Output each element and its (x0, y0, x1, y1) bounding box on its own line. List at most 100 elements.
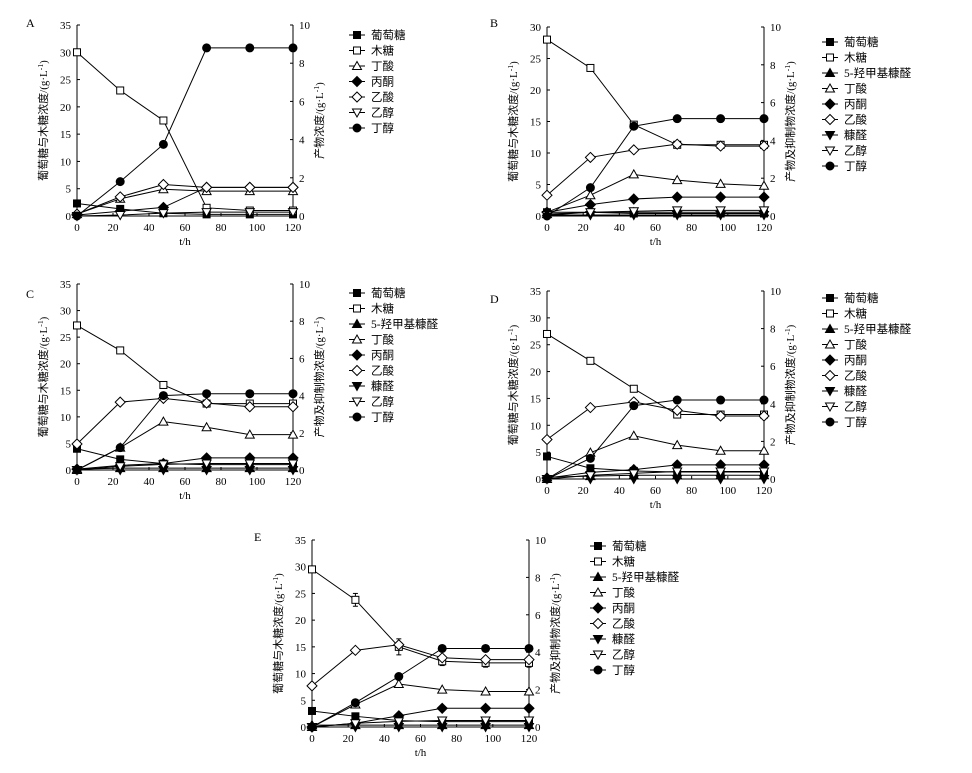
data-point-ethanol (523, 716, 535, 726)
legend-label-xylose: 木糖 (844, 51, 867, 65)
data-point-acetic (287, 401, 299, 413)
data-point-acetone (714, 191, 727, 203)
data-point-xylose (116, 86, 125, 95)
legend-marker-glucose (594, 542, 602, 550)
data-point-ethanol (715, 206, 726, 216)
series-line-acetic (311, 644, 529, 687)
y-right-tick-label: 4 (770, 135, 776, 147)
legend-marker-glucose (826, 294, 834, 302)
y-right-tick-label: 4 (299, 391, 305, 403)
legend-marker-acetic (824, 369, 836, 382)
legend-marker-butanol (352, 123, 362, 133)
x-tick-label: 40 (379, 733, 391, 745)
data-point-butyric (585, 189, 596, 200)
x-tick-label: 80 (686, 485, 698, 497)
x-axis-label: t/h (650, 236, 662, 248)
legend-label-butyric: 丁酸 (612, 586, 635, 600)
y-left-tick-label: 35 (295, 535, 307, 547)
series-line-butanol (76, 393, 293, 471)
chart-panel-a: A0 20 40 60 80 100 120051015202530350246810t/h… (26, 16, 406, 248)
legend-marker-butanol (352, 412, 362, 422)
legend-label-xylose: 木糖 (371, 44, 394, 58)
series-butanol (72, 43, 298, 221)
series-line-acetone (546, 196, 764, 213)
y-axis-label-left: 葡萄糖与木糖浓度/(g·L-1) (506, 61, 520, 182)
data-point-butanol (307, 722, 317, 732)
data-point-butanol (437, 643, 447, 653)
series-line-xylose (546, 333, 764, 416)
legend-marker-xylose (826, 309, 834, 318)
y-left-tick-label: 0 (536, 211, 542, 223)
y-right-tick-label: 10 (770, 286, 782, 298)
y-right-tick-label: 6 (770, 361, 776, 373)
legend-label-furfural: 糠醛 (371, 379, 394, 393)
legend-marker-glucose (826, 38, 834, 46)
series-line-xylose (76, 325, 293, 405)
series-line-acetic (76, 397, 293, 445)
data-point-butyric (758, 445, 770, 455)
data-point-butanol (629, 401, 639, 411)
y-right-tick-label: 2 (535, 685, 541, 697)
data-point-butanol (115, 443, 125, 453)
series-butanol (307, 643, 534, 732)
y-axis-label-right: 产物及抑制物浓度/(g·L-1) (548, 573, 562, 694)
legend-marker-acetone (824, 354, 836, 366)
series-acetic (541, 396, 770, 446)
legend-label-acetic: 乙酸 (844, 113, 867, 127)
legend-marker-acetone (351, 75, 363, 88)
data-point-butyric (287, 429, 299, 439)
legend-label-butyric: 丁酸 (371, 59, 394, 73)
legend-marker-glucose (353, 289, 361, 297)
data-point-acetic (200, 397, 213, 409)
data-point-butanol (158, 391, 168, 401)
x-tick-label: 100 (720, 222, 737, 234)
data-point-butanol (759, 114, 769, 124)
y-right-tick-label: 10 (770, 22, 782, 34)
legend-marker-acetic (824, 113, 836, 126)
y-axis-label-right: 产物浓度/(g·L-1) (312, 82, 326, 159)
y-right-tick-label: 8 (770, 60, 776, 72)
x-tick-label: 80 (216, 222, 228, 234)
y-left-tick-label: 20 (530, 85, 542, 97)
y-left-tick-label: 10 (530, 420, 542, 432)
data-point-acetic (671, 138, 683, 150)
y-left-tick-label: 10 (530, 148, 542, 160)
series-xylose (73, 48, 297, 215)
y-left-tick-label: 0 (66, 211, 72, 223)
data-point-ethanol (758, 206, 770, 216)
chart-panel-e: E0 20 40 60 80 100 120051015202530350246810t/h… (254, 530, 680, 759)
data-point-butanol (245, 43, 255, 53)
data-point-ethanol (628, 469, 640, 479)
series-line-ethanol (76, 211, 293, 217)
legend-marker-ethanol (592, 650, 604, 661)
legend-marker-acetone (824, 98, 836, 110)
y-axis-label-right: 产物及抑制物浓度/(g·L-1) (783, 324, 797, 445)
legend-label-hmf: 5-羟甲基糠醛 (371, 317, 439, 331)
data-point-butanol (245, 389, 255, 399)
data-point-butanol (716, 114, 726, 124)
legend-label-ethanol: 乙醇 (371, 395, 394, 409)
legend-label-acetone: 丙酮 (612, 602, 635, 615)
series-line-xylose (546, 39, 764, 146)
x-tick-label: 120 (756, 222, 773, 234)
data-point-ethanol (287, 208, 299, 218)
series-line-xylose (76, 51, 293, 212)
legend-marker-acetic (351, 91, 363, 103)
x-tick-label: 80 (216, 476, 228, 488)
x-tick-label: 20 (578, 485, 590, 497)
data-point-acetic (758, 410, 770, 422)
data-point-butanol (629, 121, 639, 131)
legend-marker-butyric (592, 586, 604, 597)
x-axis-label: t/h (415, 747, 427, 759)
series-butyric (306, 678, 535, 731)
data-point-ethanol (158, 209, 169, 219)
data-point-acetone (584, 198, 597, 211)
data-point-ethanol (480, 716, 491, 726)
data-point-butanol (542, 474, 552, 484)
y-right-tick-label: 2 (770, 436, 776, 448)
legend-label-xylose: 木糖 (844, 307, 867, 321)
legend-label-butanol: 丁醇 (844, 415, 867, 429)
data-point-acetic (157, 178, 170, 191)
legend-marker-xylose (353, 304, 361, 313)
